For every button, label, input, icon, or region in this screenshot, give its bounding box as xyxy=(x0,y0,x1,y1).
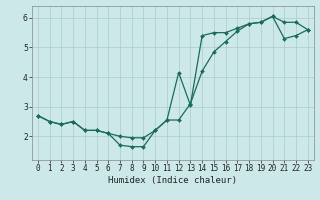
X-axis label: Humidex (Indice chaleur): Humidex (Indice chaleur) xyxy=(108,176,237,185)
